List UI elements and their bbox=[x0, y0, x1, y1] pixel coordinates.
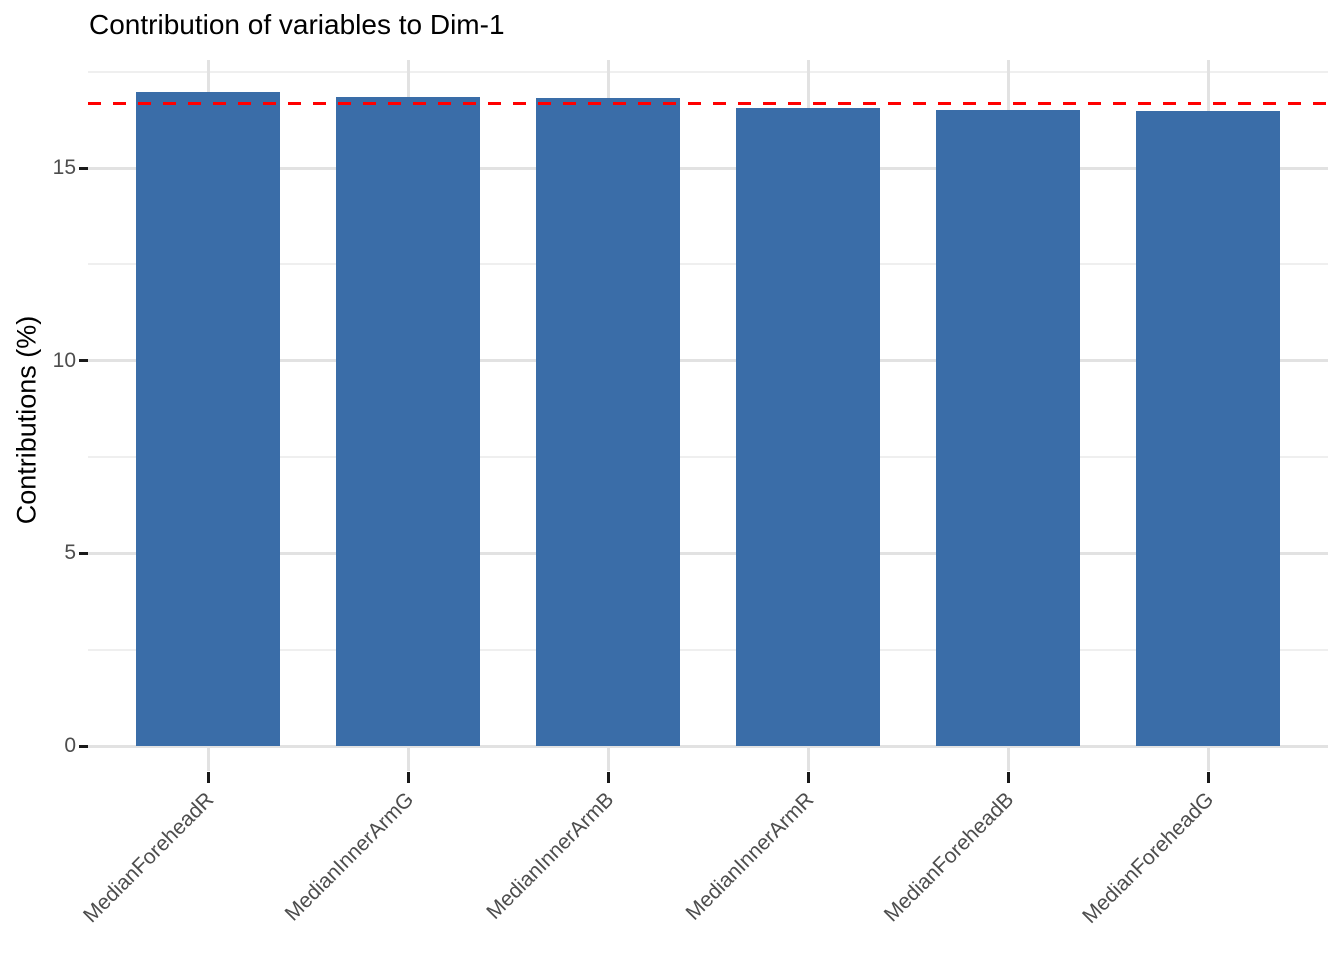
x-tick bbox=[1206, 772, 1210, 783]
y-gridline-minor bbox=[88, 456, 1328, 458]
x-tick-label: MedianForeheadB bbox=[879, 788, 1019, 927]
x-tick bbox=[606, 772, 610, 783]
y-tick bbox=[79, 166, 88, 170]
x-tick-label: MedianInnerArmG bbox=[280, 788, 419, 926]
bar bbox=[536, 97, 680, 746]
x-tick bbox=[406, 772, 410, 783]
y-gridline-minor bbox=[88, 648, 1328, 651]
y-gridline-major bbox=[88, 551, 1328, 555]
bar bbox=[136, 92, 280, 746]
bar bbox=[936, 110, 1080, 746]
x-tick-label: MedianInnerArmR bbox=[681, 788, 819, 925]
x-tick bbox=[1006, 772, 1010, 783]
bar bbox=[336, 97, 480, 746]
y-tick-label: 15 bbox=[52, 156, 76, 179]
y-gridline-minor bbox=[88, 263, 1328, 266]
y-gridline-major bbox=[88, 744, 1328, 748]
y-tick-label: 0 bbox=[64, 734, 76, 757]
bar bbox=[736, 107, 880, 746]
x-tick-label: MedianForeheadG bbox=[1078, 788, 1219, 929]
x-tick bbox=[206, 772, 210, 783]
y-tick bbox=[79, 744, 88, 748]
chart-title: Contribution of variables to Dim-1 bbox=[89, 9, 505, 40]
x-tick-label: MedianForeheadR bbox=[79, 788, 219, 928]
y-gridline-minor bbox=[88, 70, 1328, 73]
y-axis-title: Contributions (%) bbox=[11, 315, 42, 525]
y-gridline-major bbox=[88, 359, 1328, 363]
plot-panel bbox=[88, 60, 1328, 771]
reference-line bbox=[88, 102, 1328, 106]
x-tick bbox=[806, 772, 810, 783]
y-tick-label: 10 bbox=[52, 348, 76, 372]
bar bbox=[1136, 110, 1280, 746]
y-gridline-major bbox=[88, 166, 1328, 170]
x-tick-label: MedianInnerArmB bbox=[482, 788, 619, 924]
y-tick bbox=[79, 551, 88, 555]
y-tick bbox=[79, 359, 88, 363]
y-tick-label: 5 bbox=[64, 541, 76, 565]
